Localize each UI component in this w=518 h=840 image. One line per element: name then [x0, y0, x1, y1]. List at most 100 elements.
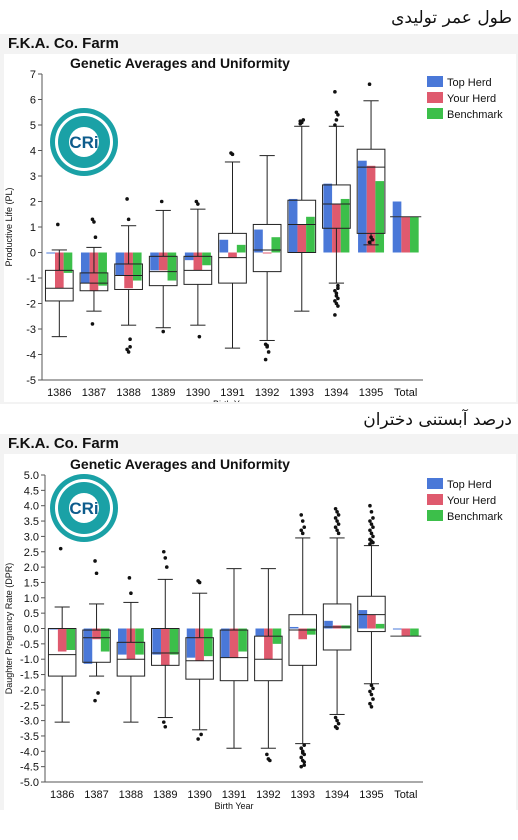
x-tick-label: 1395: [359, 789, 383, 801]
box-outlier: [96, 691, 100, 695]
y-tick-label: -4.5: [20, 762, 39, 774]
box-outlier: [369, 692, 374, 697]
x-tick-label: 1394: [324, 387, 348, 399]
box-outlier: [368, 701, 372, 706]
box-outlier: [336, 283, 340, 288]
box-outlier: [336, 304, 340, 308]
box-outlier: [302, 525, 307, 529]
legend-swatch-your-herd: [427, 92, 443, 103]
x-tick-label: 1389: [153, 789, 177, 801]
bar-benchmark: [100, 628, 110, 652]
y-tick-label: -4: [26, 350, 36, 362]
x-tick-label: 1388: [119, 789, 143, 801]
bar-your-herd: [264, 628, 273, 660]
bar-benchmark: [307, 628, 316, 635]
box-iqr: [79, 272, 109, 292]
box-outlier: [126, 350, 131, 354]
box-iqr: [288, 614, 317, 666]
box-outlier: [335, 519, 339, 523]
x-tick-label: 1386: [50, 789, 74, 801]
y-tick-label: 4: [30, 146, 36, 158]
box-outlier: [333, 516, 338, 520]
bar-top-herd: [80, 252, 90, 284]
bar-benchmark: [410, 628, 419, 637]
box-outlier: [302, 743, 307, 747]
legend-label-your-herd: Your Herd: [447, 495, 496, 507]
box-outlier: [333, 90, 337, 94]
bar-top-herd: [219, 239, 229, 253]
box-outlier: [333, 313, 337, 317]
productive-life-chart: Genetic Averages and Uniformity CRi -5 -4 -3…: [4, 54, 516, 402]
box-outlier: [265, 343, 269, 348]
box-outlier: [128, 337, 132, 342]
box-iqr: [148, 255, 178, 287]
bar-top-herd: [392, 201, 402, 253]
box-outlier: [266, 350, 271, 354]
bar-your-herd: [228, 252, 237, 258]
y-tick-label: 3: [30, 171, 36, 183]
box-outlier: [302, 763, 307, 767]
box-iqr: [252, 223, 282, 273]
box-outlier: [333, 506, 338, 511]
box-outlier: [370, 237, 375, 242]
box-outlier: [196, 737, 200, 741]
box-outlier: [367, 82, 372, 86]
box-outlier: [302, 760, 307, 764]
box-outlier: [299, 513, 304, 517]
box-iqr: [357, 595, 386, 633]
y-tick-label: -5.0: [20, 777, 39, 789]
x-tick-label: 1392: [255, 387, 279, 399]
box-iqr: [287, 199, 317, 254]
bar-benchmark: [169, 628, 179, 655]
box-outlier: [163, 724, 168, 729]
bar-benchmark: [63, 252, 73, 273]
box-outlier: [368, 519, 372, 523]
box-outlier: [128, 345, 132, 349]
box-outlier: [230, 152, 235, 157]
box-iqr: [185, 637, 214, 680]
x-tick-label: 1392: [256, 789, 280, 801]
bottom-chart-panel: F.K.A. Co. Farm Genetic Averages and Uni…: [0, 434, 518, 810]
top-farm-title: F.K.A. Co. Farm: [8, 35, 119, 52]
box-iqr: [218, 232, 247, 284]
bar-your-herd: [193, 252, 203, 271]
bar-benchmark: [375, 623, 385, 629]
box-outlier: [335, 510, 339, 514]
bar-your-herd: [262, 252, 272, 254]
y-tick-label: 5: [30, 120, 36, 132]
y-axis-label: Daughter Pregnancy Rate (DPR): [4, 563, 14, 695]
box-outlier: [299, 746, 304, 751]
box-outlier: [335, 718, 339, 723]
legend-swatch-your-herd: [427, 494, 443, 505]
y-tick-label: 3.5: [24, 516, 39, 528]
bar-top-herd: [150, 252, 159, 271]
top-chart-caption: طول عمر تولیدی: [391, 8, 512, 28]
box-outlier: [197, 580, 202, 585]
bar-top-herd: [358, 610, 368, 629]
box-outlier: [265, 752, 269, 757]
bar-your-herd: [366, 165, 376, 253]
box-outlier: [333, 715, 338, 720]
box-outlier: [369, 510, 374, 514]
box-outlier: [371, 534, 375, 539]
x-tick-label: 1390: [187, 789, 211, 801]
box-outlier: [163, 556, 168, 560]
box-outlier: [333, 525, 338, 529]
chart-title: Genetic Averages and Uniformity: [70, 55, 290, 71]
y-tick-label: -2.5: [20, 700, 39, 712]
bar-benchmark: [132, 252, 142, 281]
box-outlier: [368, 689, 372, 694]
box-iqr: [322, 184, 351, 229]
box-outlier: [268, 758, 272, 763]
bar-top-herd: [83, 628, 93, 664]
box-outlier: [299, 764, 304, 769]
legend-label-benchmark: Benchmark: [447, 511, 503, 523]
bar-your-herd: [57, 628, 67, 652]
box-outlier: [334, 118, 339, 122]
box-outlier: [336, 721, 341, 726]
bar-top-herd: [186, 628, 196, 658]
y-tick-label: -1: [26, 273, 36, 285]
box-outlier: [196, 202, 200, 206]
box-outlier: [56, 222, 60, 227]
bar-benchmark: [135, 628, 144, 655]
